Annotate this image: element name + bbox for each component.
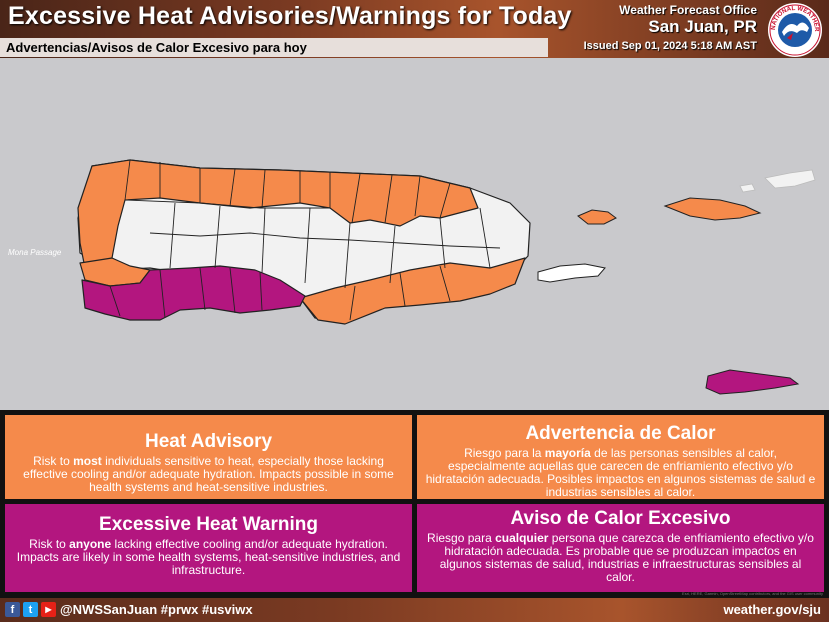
excessive-heat-warning-panel: Excessive Heat Warning Risk to anyone la… <box>5 504 412 592</box>
facebook-icon[interactable]: f <box>5 602 20 617</box>
advisory-southeast <box>299 257 526 325</box>
website-link[interactable]: weather.gov/sju <box>723 602 821 617</box>
advertencia-calor-text: Riesgo para la mayoría de las personas s… <box>425 446 816 499</box>
social-links: f t ▶ <box>5 602 56 617</box>
mona-passage-label: Mona Passage <box>8 248 62 257</box>
st-thomas-island <box>577 209 617 225</box>
aviso-calor-excesivo-text: Riesgo para cualquier persona que carezc… <box>427 531 814 584</box>
vieques-island <box>537 263 606 283</box>
header-banner: Excessive Heat Advisories/Warnings for T… <box>0 0 829 58</box>
footer: f t ▶ @NWSSanJuan #prwx #usviwx weather.… <box>0 598 829 622</box>
map-area: Mona Passage <box>0 58 829 410</box>
office-name: Weather Forecast Office <box>619 3 757 17</box>
aviso-calor-excesivo-panel: Aviso de Calor Excesivo Riesgo para cual… <box>417 504 824 592</box>
youtube-icon[interactable]: ▶ <box>41 602 56 617</box>
puerto-rico-island <box>77 159 531 325</box>
heat-advisory-title: Heat Advisory <box>144 431 273 452</box>
st-croix-island <box>705 369 800 395</box>
advertencia-calor-panel: Advertencia de Calor Riesgo para la mayo… <box>417 415 824 499</box>
legend: Heat Advisory Risk to most individuals s… <box>0 410 829 598</box>
page-subtitle: Advertencias/Avisos de Calor Excesivo pa… <box>0 38 548 57</box>
twitter-icon[interactable]: t <box>23 602 38 617</box>
nws-logo-icon: NATIONAL WEATHER SERVICE <box>767 2 822 57</box>
heat-map <box>77 159 816 395</box>
map-attribution: Esri, HERE, Garmin, OpenStreetMap contri… <box>682 591 823 596</box>
excessive-heat-warning-title: Excessive Heat Warning <box>99 514 318 535</box>
excessive-heat-warning-text: Risk to anyone lacking effective cooling… <box>16 537 401 577</box>
bvi-islands <box>739 169 816 193</box>
office-location: San Juan, PR <box>648 17 757 36</box>
page-title: Excessive Heat Advisories/Warnings for T… <box>8 2 572 30</box>
advertencia-calor-title: Advertencia de Calor <box>525 423 716 444</box>
issued-time: Issued Sep 01, 2024 5:18 AM AST <box>583 40 757 52</box>
aviso-calor-excesivo-title: Aviso de Calor Excesivo <box>510 508 731 529</box>
heat-advisory-panel: Heat Advisory Risk to most individuals s… <box>5 415 412 499</box>
heat-advisory-text: Risk to most individuals sensitive to he… <box>23 454 394 494</box>
warning-southwest <box>81 265 306 321</box>
social-handle[interactable]: @NWSSanJuan #prwx #usviwx <box>60 602 253 617</box>
st-john-island <box>663 197 762 221</box>
